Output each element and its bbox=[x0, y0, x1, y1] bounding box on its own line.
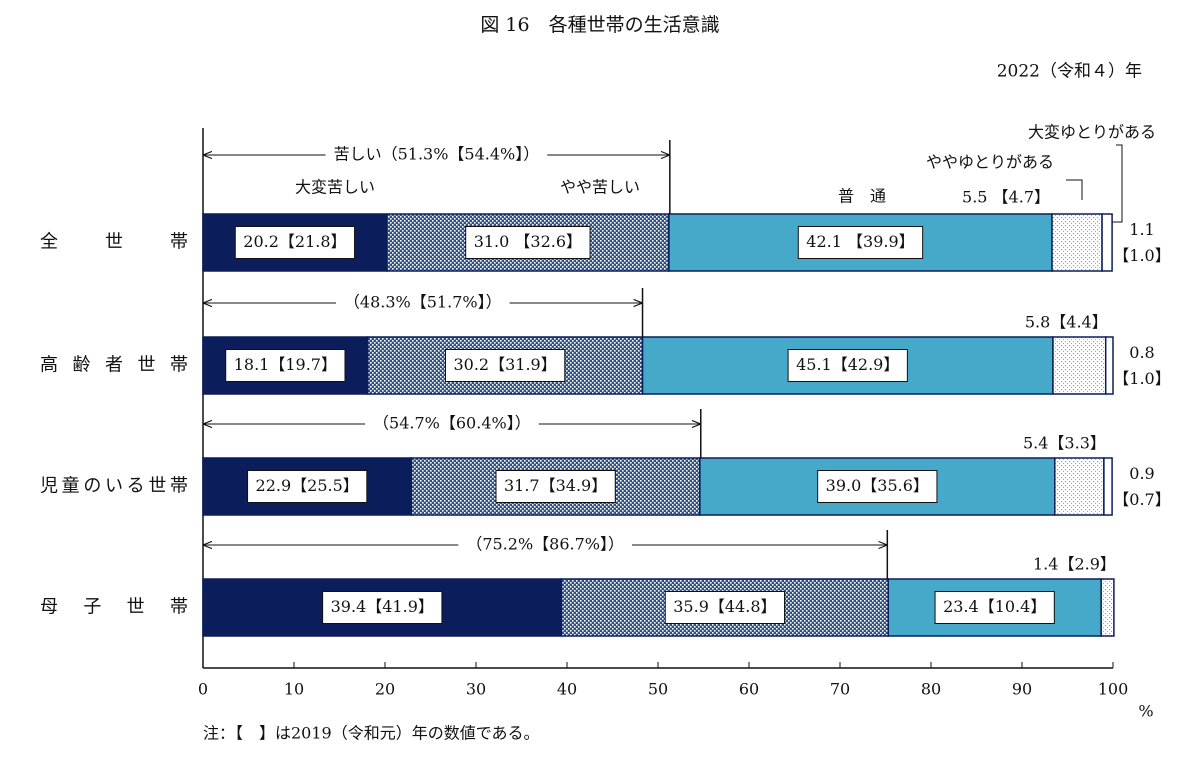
value-label-box bbox=[225, 349, 346, 382]
bar-segment bbox=[1052, 336, 1107, 395]
value-label-box bbox=[234, 226, 356, 259]
note: 注：【 】は2019（令和元）年の数値である。 bbox=[203, 724, 540, 743]
chart-subtitle: 2022（令和４）年 bbox=[997, 62, 1142, 82]
value-label-group: 20.2【21.8】 bbox=[234, 226, 356, 259]
value-label: 31.0 【32.6】 bbox=[474, 232, 582, 251]
value-label: 31.7【34.9】 bbox=[504, 476, 607, 495]
category-label: 児童のいる世帯 bbox=[40, 476, 188, 497]
series-label: 大変ゆとりがある bbox=[1028, 123, 1156, 142]
value-label-box bbox=[247, 470, 368, 503]
total-label-bg bbox=[365, 413, 539, 433]
value-label: 5.5 【4.7】 bbox=[962, 188, 1050, 207]
series-label: 大変苦しい bbox=[295, 178, 375, 197]
bar-segment bbox=[1103, 457, 1113, 516]
value-label-group: 30.2【31.9】 bbox=[444, 349, 566, 382]
x-tick-label: 50 bbox=[648, 680, 668, 699]
total-label-group: （48.3%【51.7%】） bbox=[335, 292, 510, 312]
series-label: やや苦しい bbox=[560, 178, 640, 197]
value-label: 39.0【35.6】 bbox=[826, 476, 929, 495]
x-tick-label: 10 bbox=[284, 680, 304, 699]
bar-segment bbox=[1104, 336, 1114, 395]
x-tick-label: 40 bbox=[557, 680, 577, 699]
value-label-group: 18.1【19.7】 bbox=[225, 349, 346, 382]
value-label-group: 42.1 【39.9】 bbox=[797, 226, 924, 259]
total-label-bg bbox=[335, 292, 510, 312]
value-label-group: 31.0 【32.6】 bbox=[465, 226, 591, 259]
value-label: 45.1【42.9】 bbox=[796, 355, 899, 374]
category-label: 母 子 世 帯 bbox=[40, 597, 188, 618]
value-label-group: 35.9【44.8】 bbox=[664, 591, 786, 624]
value-label: 39.4【41.9】 bbox=[331, 597, 434, 616]
series-label: 普 通 bbox=[838, 187, 886, 206]
value-label-box bbox=[465, 226, 591, 259]
value-label-box bbox=[322, 591, 443, 624]
value-label: 5.8【4.4】 bbox=[1025, 313, 1108, 332]
value-label: 5.4【3.3】 bbox=[1023, 434, 1106, 453]
leader-line bbox=[1108, 144, 1123, 223]
bar-segment bbox=[668, 213, 1053, 272]
value-label: 【1.0】 bbox=[1113, 246, 1170, 265]
total-label: （75.2%【86.7%】） bbox=[466, 535, 624, 554]
value-label: 0.8 bbox=[1129, 343, 1154, 362]
x-tick-label: 70 bbox=[830, 680, 850, 699]
value-label-box bbox=[444, 349, 566, 382]
value-label: 20.2【21.8】 bbox=[243, 232, 346, 251]
total-label-group: （54.7%【60.4%】） bbox=[365, 413, 539, 433]
chart-title: 図 16 各種世帯の生活意識 bbox=[480, 14, 719, 36]
series-label: ややゆとりがある bbox=[926, 153, 1054, 172]
x-tick-label: 0 bbox=[198, 680, 208, 699]
value-label-box bbox=[934, 591, 1055, 624]
bar-segment bbox=[641, 336, 1054, 395]
value-label-box bbox=[797, 226, 924, 259]
value-label-group: 39.4【41.9】 bbox=[322, 591, 443, 624]
x-tick-label: 90 bbox=[1012, 680, 1032, 699]
bar-segment bbox=[1100, 578, 1115, 637]
x-tick-label: 80 bbox=[921, 680, 941, 699]
bar-segment bbox=[1051, 213, 1103, 272]
value-label-box bbox=[787, 349, 908, 382]
x-tick-label: 20 bbox=[375, 680, 395, 699]
bar-segment bbox=[202, 578, 563, 637]
total-label: 苦しい（51.3%【54.4%】） bbox=[334, 145, 540, 164]
bar-segment bbox=[1101, 213, 1113, 272]
x-tick-label: 30 bbox=[466, 680, 486, 699]
total-label-group: （75.2%【86.7%】） bbox=[458, 534, 632, 554]
value-label: 0.9 bbox=[1129, 464, 1154, 483]
value-label-box bbox=[664, 591, 786, 624]
total-label-bg bbox=[325, 144, 548, 164]
value-label: 【0.7】 bbox=[1113, 490, 1170, 509]
x-tick-label: 60 bbox=[739, 680, 759, 699]
bar-segment bbox=[1054, 457, 1105, 516]
value-label-group: 45.1【42.9】 bbox=[787, 349, 908, 382]
value-label-box bbox=[817, 470, 938, 503]
category-label: 全 世 帯 bbox=[40, 232, 188, 253]
leader-line bbox=[1066, 179, 1083, 200]
value-label: 35.9【44.8】 bbox=[673, 597, 776, 616]
value-label-group: 39.0【35.6】 bbox=[817, 470, 938, 503]
value-label: 1.1 bbox=[1129, 220, 1154, 239]
total-label-group: 苦しい（51.3%【54.4%】） bbox=[325, 144, 548, 164]
value-label: 1.4【2.9】 bbox=[1033, 555, 1116, 574]
x-axis-label: % bbox=[1138, 702, 1153, 721]
value-label: 30.2【31.9】 bbox=[453, 355, 556, 374]
total-label-bg bbox=[458, 534, 632, 554]
total-label: （48.3%【51.7%】） bbox=[344, 293, 502, 312]
value-label: 42.1 【39.9】 bbox=[806, 232, 914, 251]
value-label-group: 23.4【10.4】 bbox=[934, 591, 1055, 624]
value-label-group: 22.9【25.5】 bbox=[247, 470, 368, 503]
value-label-box bbox=[495, 470, 616, 503]
category-label: 高 齢 者 世 帯 bbox=[40, 355, 188, 376]
value-label-group: 31.7【34.9】 bbox=[495, 470, 616, 503]
value-label: 23.4【10.4】 bbox=[943, 597, 1046, 616]
value-label: 22.9【25.5】 bbox=[256, 476, 359, 495]
value-label: 18.1【19.7】 bbox=[234, 355, 337, 374]
x-tick-label: 100 bbox=[1098, 680, 1129, 699]
value-label: 【1.0】 bbox=[1113, 369, 1170, 388]
total-label: （54.7%【60.4%】） bbox=[373, 414, 531, 433]
